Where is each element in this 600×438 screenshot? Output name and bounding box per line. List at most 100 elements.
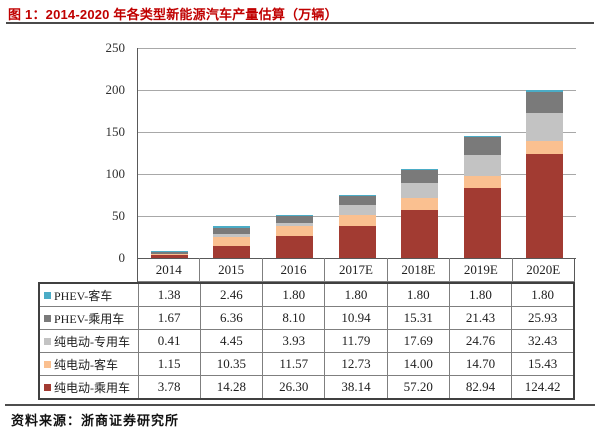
- series-name: 纯电动-客车: [54, 357, 118, 372]
- bar-segment: [463, 137, 501, 156]
- bar-segment: [526, 140, 564, 154]
- value-cell: 15.31: [386, 306, 450, 330]
- y-tick-label: 50: [112, 208, 125, 223]
- series-name: 纯电动-乘用车: [54, 380, 130, 395]
- bar-segment: [150, 254, 188, 258]
- legend-cell: 纯电动-客车: [38, 352, 139, 376]
- value-cell: 21.43: [448, 306, 513, 330]
- value-cell: 0.41: [137, 329, 201, 353]
- series-row: PHEV-乘用车 1.67 6.36 8.10 10.94 15.31 21.43 25.93: [38, 306, 575, 330]
- value-cell: 14.00: [386, 352, 450, 376]
- bar-segment: [150, 252, 188, 254]
- stacked-bar: [338, 194, 376, 258]
- data-table: PHEV-客车 1.38 2.46 1.80 1.80 1.80 1.80 1.80 PHEV-…: [38, 282, 575, 400]
- legend-swatch-icon: [44, 384, 51, 392]
- x-axis-label-cell: 2016: [262, 258, 326, 282]
- bar-segment: [463, 155, 501, 176]
- value-cell: 3.93: [262, 329, 326, 353]
- data-table-body: PHEV-客车 1.38 2.46 1.80 1.80 1.80 1.80 1.80 PHEV-…: [38, 282, 575, 400]
- value-cell: 82.94: [448, 375, 513, 400]
- stacked-bar: [401, 168, 439, 258]
- value-cell: 4.45: [199, 329, 264, 353]
- bar-segment: [275, 226, 313, 236]
- gridline: [138, 132, 576, 133]
- bar-segment: [463, 188, 501, 258]
- legend-swatch-icon: [44, 315, 51, 323]
- bar-segment: [463, 176, 501, 189]
- plot-area: [137, 48, 576, 259]
- value-cell: 24.76: [448, 329, 513, 353]
- bar-segment: [526, 153, 564, 258]
- bar-segment: [401, 198, 439, 210]
- gridline: [138, 90, 576, 91]
- y-tick-label: 150: [105, 124, 126, 139]
- value-cell: 124.42: [511, 375, 575, 400]
- bar-segment: [526, 91, 564, 114]
- bar-segment: [463, 135, 501, 138]
- legend-cell: PHEV-客车: [38, 282, 139, 307]
- bar-segment: [213, 233, 251, 238]
- value-cell: 1.80: [386, 282, 450, 307]
- bar-segment: [526, 90, 564, 92]
- gridline: [138, 174, 576, 175]
- value-cell: 25.93: [511, 306, 575, 330]
- series-name: PHEV-客车: [54, 288, 113, 303]
- series-name: PHEV-乘用车: [54, 311, 125, 326]
- x-axis-label-cell: 2020E: [512, 258, 575, 282]
- series-name: 纯电动-专用车: [54, 334, 130, 349]
- gridline: [138, 48, 576, 49]
- bar-segment: [338, 196, 376, 206]
- y-tick-label: 200: [105, 82, 126, 97]
- bar-segment: [338, 215, 376, 226]
- value-cell: 32.43: [511, 329, 575, 353]
- bar-segment: [401, 170, 439, 184]
- value-cell: 14.28: [199, 375, 264, 400]
- bar-segment: [213, 237, 251, 247]
- bar-segment: [401, 183, 439, 199]
- y-tick-label: 250: [105, 40, 126, 55]
- value-cell: 11.57: [262, 352, 326, 376]
- value-cell: 1.80: [324, 282, 388, 307]
- value-cell: 1.38: [137, 282, 201, 307]
- value-cell: 8.10: [262, 306, 326, 330]
- bar-segment: [213, 228, 251, 234]
- stacked-bar: [526, 90, 564, 258]
- value-cell: 12.73: [324, 352, 388, 376]
- title-divider: [6, 22, 594, 24]
- legend-cell: PHEV-乘用车: [38, 306, 139, 330]
- value-cell: 1.80: [448, 282, 513, 307]
- series-row: 纯电动-专用车 0.41 4.45 3.93 11.79 17.69 24.76 32.43: [38, 329, 575, 353]
- x-axis-label-cell: 2018E: [387, 258, 451, 282]
- x-axis-label-cell: 2019E: [450, 258, 513, 282]
- value-cell: 3.78: [137, 375, 201, 400]
- value-cell: 26.30: [262, 375, 326, 400]
- y-tick-label: 0: [118, 250, 126, 265]
- bar-segment: [275, 214, 313, 217]
- series-row: 纯电动-乘用车 3.78 14.28 26.30 38.14 57.20 82.94 124.…: [38, 375, 575, 400]
- x-axis-label-cell: 2015: [200, 258, 263, 282]
- value-cell: 10.94: [324, 306, 388, 330]
- legend-swatch-icon: [44, 361, 51, 369]
- legend-cell: 纯电动-专用车: [38, 329, 139, 353]
- bar-segment: [338, 205, 376, 216]
- value-cell: 1.67: [137, 306, 201, 330]
- bar-segment: [275, 235, 313, 258]
- stacked-bar: [275, 214, 313, 258]
- bar-segment: [526, 113, 564, 141]
- figure-title: 图 1：2014-2020 年各类型新能源汽车产量估算（万辆）: [8, 7, 338, 22]
- legend-swatch-icon: [44, 338, 51, 346]
- value-cell: 14.70: [448, 352, 513, 376]
- legend-swatch-icon: [44, 292, 51, 300]
- x-axis-label-row: 2014 2015 2016 2017E 2018E 2019E 2020E: [137, 258, 575, 282]
- bar-segment: [275, 216, 313, 223]
- value-cell: 1.15: [137, 352, 201, 376]
- value-cell: 1.80: [511, 282, 575, 307]
- value-cell: 2.46: [199, 282, 264, 307]
- series-row: PHEV-客车 1.38 2.46 1.80 1.80 1.80 1.80 1.80: [38, 282, 575, 307]
- bar-segment: [213, 246, 251, 258]
- value-cell: 1.80: [262, 282, 326, 307]
- value-cell: 11.79: [324, 329, 388, 353]
- x-axis-label-cell: 2017E: [325, 258, 388, 282]
- bar-segment: [150, 250, 188, 253]
